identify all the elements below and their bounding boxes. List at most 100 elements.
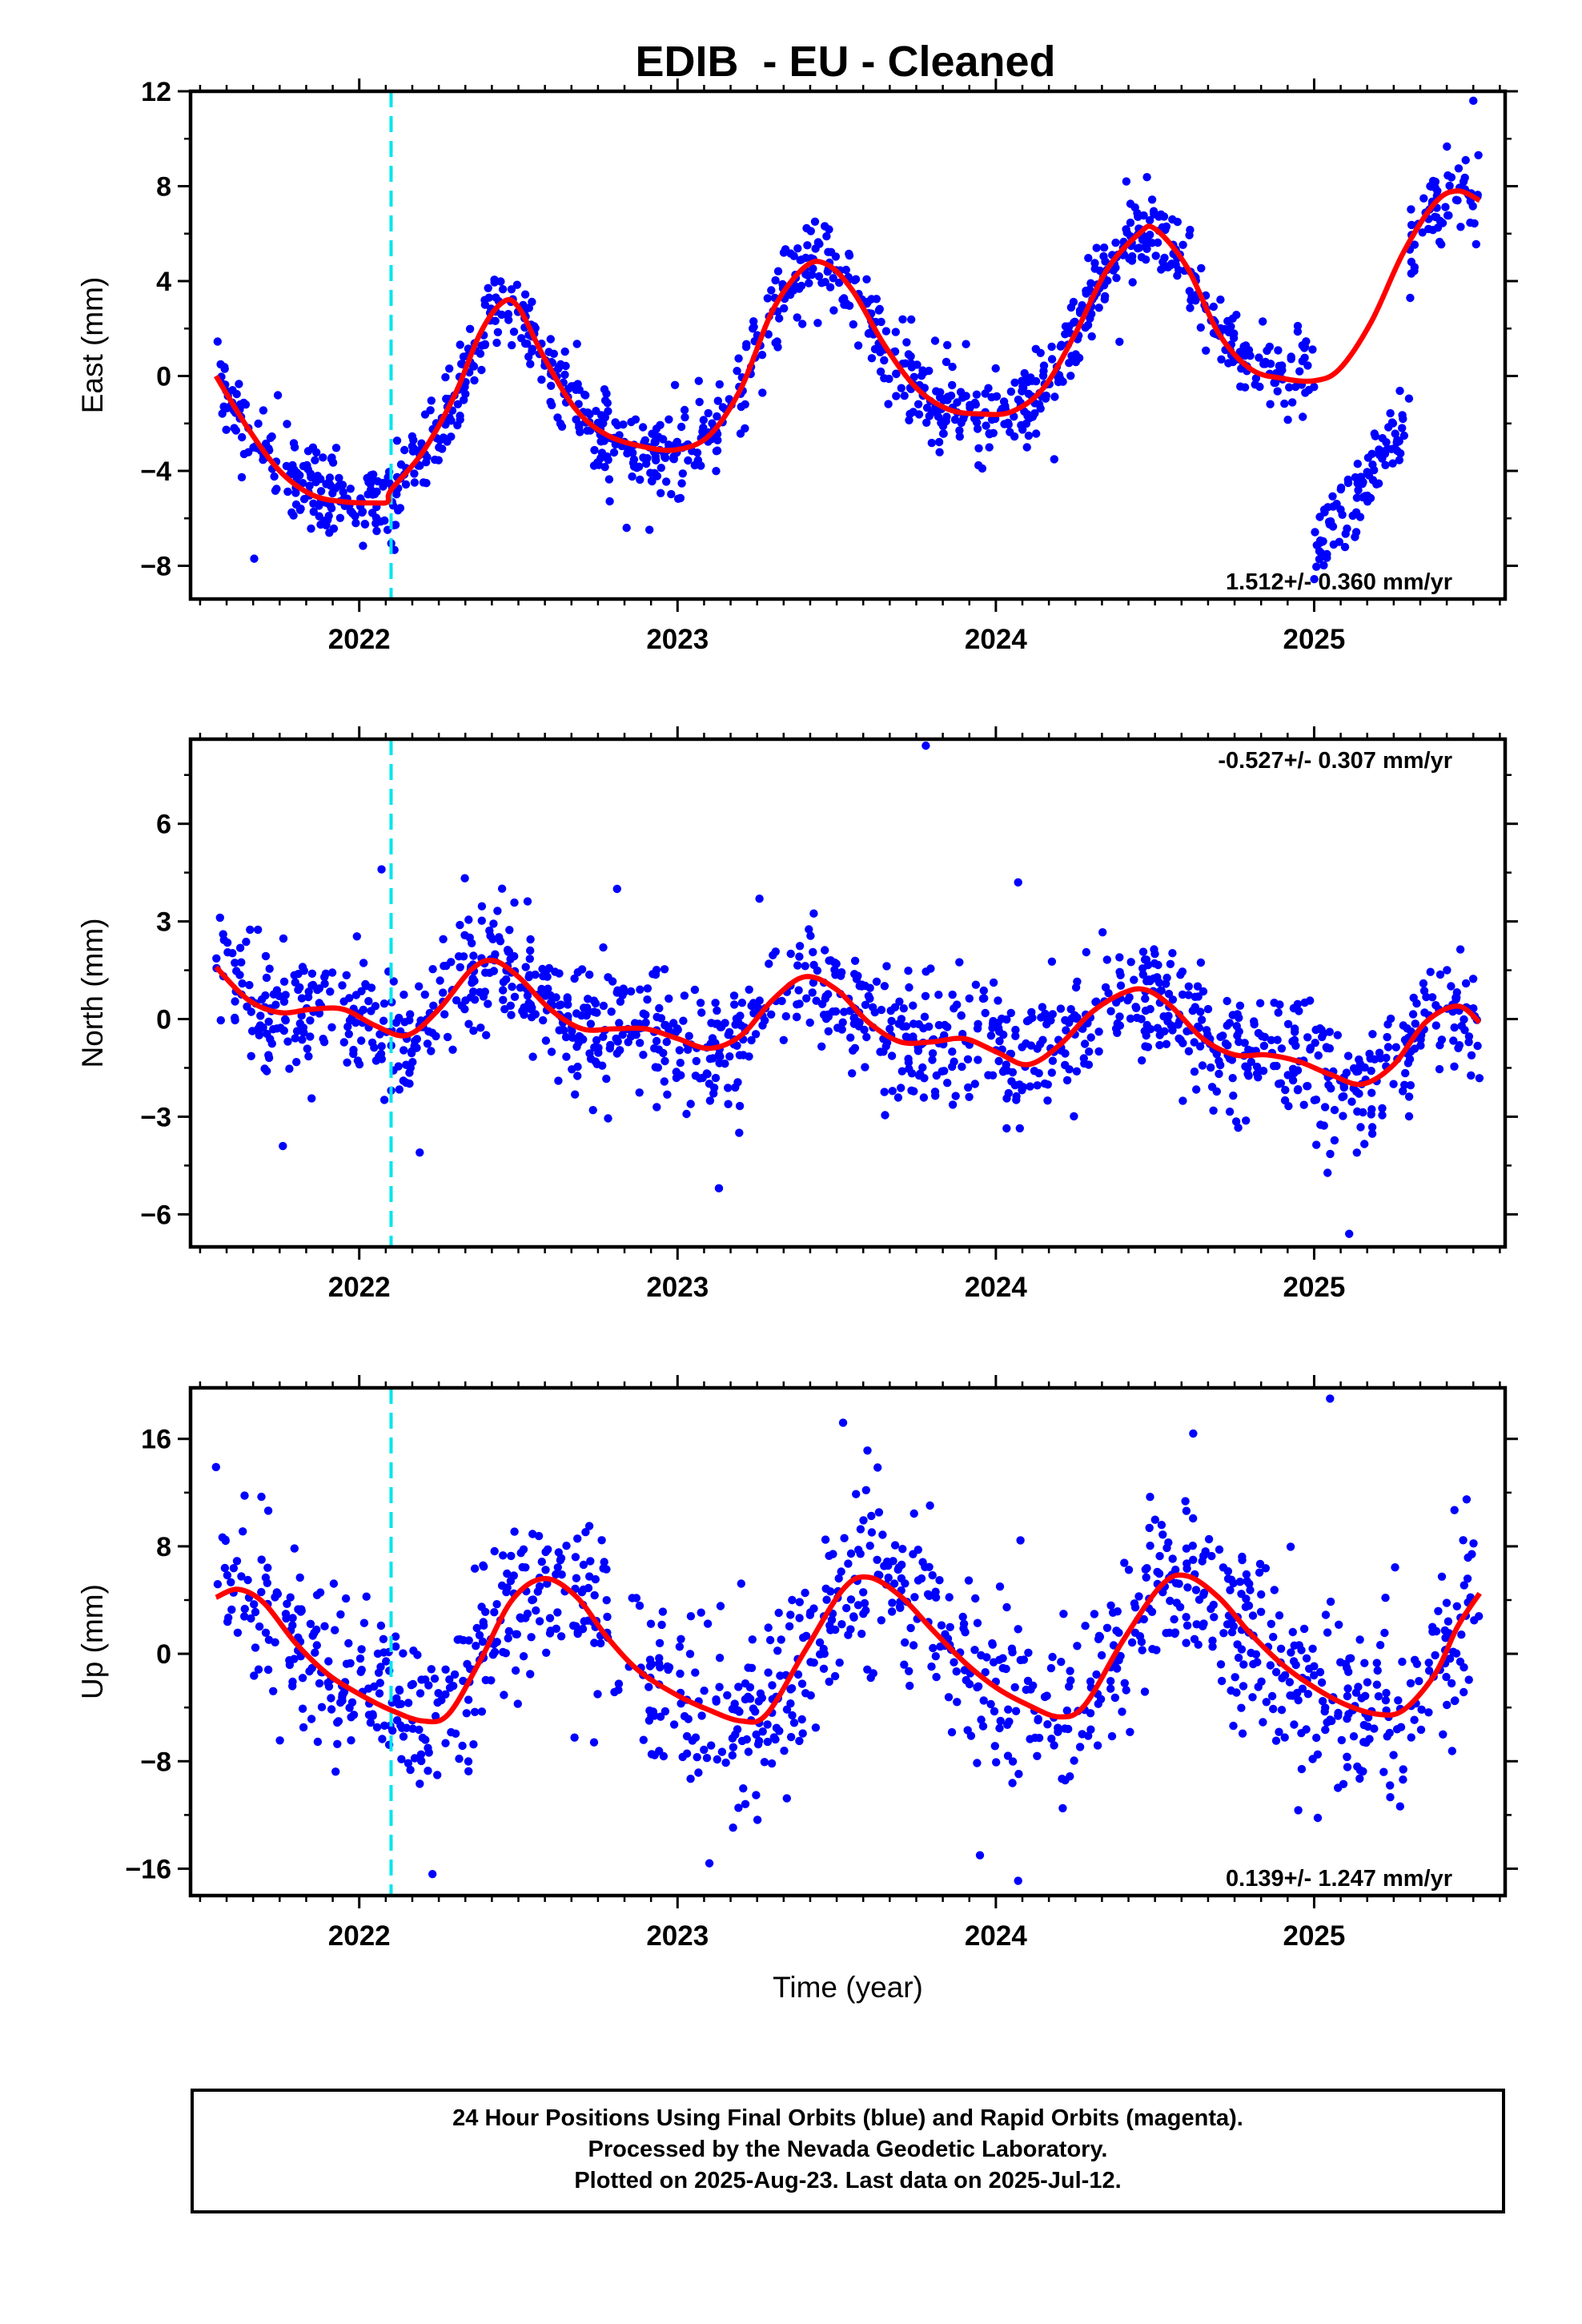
- data-point: [865, 994, 874, 1003]
- data-point: [299, 1028, 308, 1037]
- data-point: [1363, 1678, 1372, 1687]
- data-point: [934, 991, 943, 999]
- data-point: [880, 1562, 889, 1570]
- data-point: [887, 1051, 897, 1060]
- data-point: [343, 1022, 352, 1031]
- data-point: [1407, 205, 1415, 214]
- data-point: [771, 275, 780, 285]
- data-point: [1339, 1779, 1348, 1788]
- data-point: [955, 426, 964, 435]
- data-point: [259, 406, 268, 415]
- data-point: [445, 1683, 455, 1692]
- data-point: [877, 1616, 886, 1625]
- data-point: [1072, 1067, 1082, 1076]
- data-point: [320, 979, 329, 988]
- data-point: [492, 1600, 501, 1609]
- scatter-points-up: [211, 1394, 1484, 1885]
- data-point: [311, 477, 320, 487]
- data-point: [604, 456, 612, 464]
- data-point: [651, 970, 661, 979]
- data-point: [1354, 485, 1363, 495]
- data-point: [257, 1492, 266, 1502]
- data-point: [963, 1726, 972, 1735]
- data-point: [850, 956, 860, 966]
- data-point: [472, 1623, 481, 1633]
- data-point: [805, 925, 813, 934]
- data-point: [585, 1572, 594, 1581]
- data-point: [1007, 1644, 1017, 1653]
- data-point: [765, 1635, 775, 1645]
- data-point: [1321, 1725, 1330, 1735]
- data-point: [928, 1049, 938, 1058]
- data-point: [1209, 302, 1219, 312]
- data-point: [716, 1602, 725, 1610]
- data-point: [619, 984, 628, 993]
- data-point: [375, 1030, 384, 1039]
- data-point: [793, 244, 802, 253]
- footer-line-3: Plotted on 2025-Aug-23. Last data on 202…: [574, 2168, 1122, 2193]
- data-point: [822, 1595, 831, 1604]
- data-point: [456, 415, 464, 424]
- data-point: [1032, 429, 1041, 438]
- data-point: [1434, 1606, 1443, 1616]
- data-point: [1337, 1735, 1347, 1745]
- data-point: [786, 249, 795, 258]
- data-point: [695, 397, 704, 407]
- data-point: [888, 1598, 897, 1607]
- x-tick-label: 2025: [1283, 1272, 1346, 1303]
- data-point: [586, 1019, 596, 1028]
- data-point: [424, 1748, 433, 1757]
- data-point: [299, 1723, 308, 1732]
- data-point: [1280, 1671, 1290, 1680]
- data-point: [260, 1064, 269, 1073]
- data-point: [1003, 418, 1013, 428]
- data-point: [470, 995, 480, 1004]
- data-point: [319, 1035, 327, 1043]
- data-point: [216, 1015, 225, 1025]
- data-point: [328, 489, 337, 498]
- data-point: [1404, 1112, 1414, 1121]
- data-point: [744, 1692, 753, 1701]
- data-point: [427, 1665, 436, 1674]
- data-point: [556, 1632, 566, 1641]
- data-point: [1247, 1057, 1256, 1067]
- data-point: [581, 391, 590, 400]
- data-point: [1411, 1019, 1420, 1028]
- data-point: [1286, 1542, 1295, 1551]
- data-point: [888, 1087, 897, 1096]
- data-point: [867, 1511, 876, 1521]
- data-point: [1141, 994, 1150, 1003]
- data-point: [1066, 1676, 1075, 1685]
- data-point: [998, 404, 1006, 413]
- data-point: [1308, 1644, 1317, 1653]
- data-point: [590, 445, 599, 455]
- data-point: [371, 1056, 381, 1065]
- data-point: [349, 1045, 358, 1055]
- data-point: [1094, 1047, 1103, 1056]
- data-point: [650, 1043, 659, 1053]
- data-point: [897, 1574, 906, 1583]
- data-point: [460, 874, 469, 883]
- data-point: [1062, 1026, 1070, 1035]
- data-point: [1151, 251, 1160, 260]
- data-point: [1291, 1660, 1300, 1670]
- data-point: [1118, 1707, 1126, 1716]
- data-point: [490, 1608, 499, 1617]
- data-point: [704, 408, 713, 418]
- data-point: [981, 1008, 990, 1018]
- data-point: [1382, 1053, 1391, 1063]
- y-tick-label: 4: [156, 267, 171, 297]
- data-point: [994, 1056, 1003, 1066]
- data-point: [1319, 561, 1328, 570]
- data-point: [1313, 1813, 1323, 1823]
- data-point: [1087, 332, 1096, 341]
- data-point: [1415, 1677, 1423, 1686]
- data-point: [1223, 996, 1231, 1006]
- data-point: [512, 1630, 520, 1638]
- data-point: [901, 1022, 911, 1031]
- data-point: [715, 1654, 725, 1663]
- data-point: [779, 1035, 788, 1045]
- data-point: [806, 227, 815, 235]
- data-point: [251, 1643, 260, 1652]
- x-tick-label: 2025: [1283, 624, 1346, 655]
